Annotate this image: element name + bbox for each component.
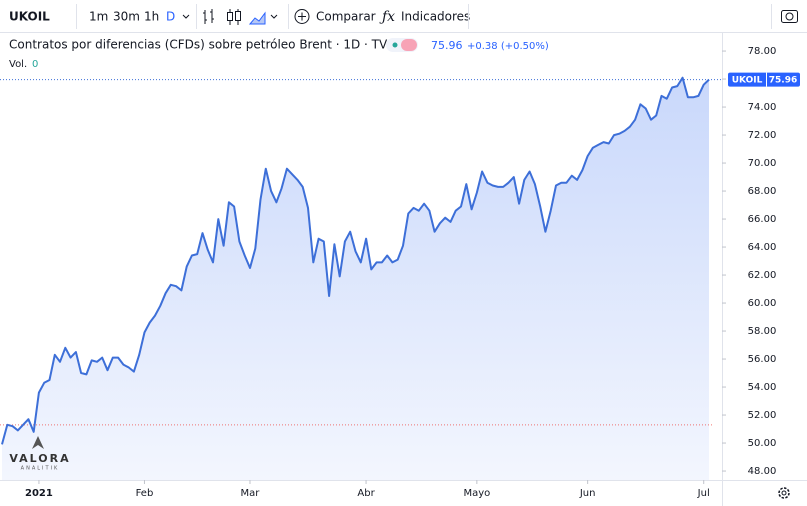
compare-icon[interactable] [294, 9, 310, 24]
settings-icon[interactable] [781, 490, 787, 496]
y-tick-label: 54.00 [748, 382, 777, 393]
y-tick-label: 50.00 [748, 438, 777, 449]
bars-icon[interactable] [203, 9, 214, 24]
x-tick-label: Jun [579, 488, 596, 499]
x-tick-label: Abr [357, 488, 375, 499]
y-tick-label: 68.00 [748, 186, 777, 197]
x-tick-label: Mayo [463, 488, 490, 499]
logo-icon [32, 436, 44, 449]
y-tick-label: 74.00 [748, 102, 777, 113]
compare-icon[interactable] [298, 12, 306, 21]
y-tick-label: 70.00 [748, 158, 777, 169]
interval[interactable]: D [166, 10, 175, 24]
legend-title: Contratos por diferencias (CFDs) sobre p… [9, 38, 396, 52]
candles-icon[interactable] [227, 12, 233, 21]
symbol[interactable]: UKOIL [9, 10, 50, 24]
y-tick-label: 48.00 [748, 466, 777, 477]
logo-name: VALORA [9, 452, 70, 465]
x-tick-label: Mar [241, 488, 261, 499]
indicators-icon[interactable]: ƒx [379, 9, 395, 25]
legend-price: 75.96 [431, 39, 463, 52]
y-tick-label: 66.00 [748, 214, 777, 225]
status-dot [392, 42, 398, 48]
x-tick-label: 2021 [25, 488, 53, 499]
y-tick-label: 62.00 [748, 270, 777, 281]
compare-button[interactable]: Comparar [316, 10, 376, 24]
dropdown-icon[interactable] [270, 14, 278, 19]
volume-label: Vol. [9, 59, 27, 70]
x-tick-label: Feb [136, 488, 154, 499]
candles-icon[interactable] [235, 11, 241, 21]
interval[interactable]: 1m [89, 10, 108, 24]
legend-change: +0.38 (+0.50%) [467, 41, 549, 52]
settings-icon[interactable] [778, 487, 790, 499]
y-tick-label: 60.00 [748, 298, 777, 309]
y-tick-label: 78.00 [748, 46, 777, 57]
line [1, 76, 710, 445]
plot-area [0, 76, 722, 480]
y-tick-label: 52.00 [748, 410, 777, 421]
price-tag [728, 72, 800, 87]
price-tag-symbol: UKOIL [732, 76, 763, 86]
indicators-button[interactable]: Indicadores [401, 10, 470, 24]
price-tag-value: 75.96 [769, 76, 797, 86]
interval[interactable]: 1h [144, 10, 159, 24]
camera-icon[interactable] [781, 10, 798, 23]
y-tick-label: 72.00 [748, 130, 777, 141]
x-tick-label: Jul [697, 488, 710, 499]
logo-sub: ANALITIK [21, 466, 60, 472]
dropdown-icon[interactable] [182, 14, 190, 19]
camera-icon[interactable] [785, 12, 794, 21]
y-tick-label: 64.00 [748, 242, 777, 253]
interval[interactable]: 30m [113, 10, 140, 24]
area-icon[interactable] [248, 11, 266, 25]
volume-value: 0 [32, 59, 38, 70]
y-tick-label: 56.00 [748, 354, 777, 365]
status-badge [401, 39, 417, 51]
y-tick-label: 58.00 [748, 326, 777, 337]
